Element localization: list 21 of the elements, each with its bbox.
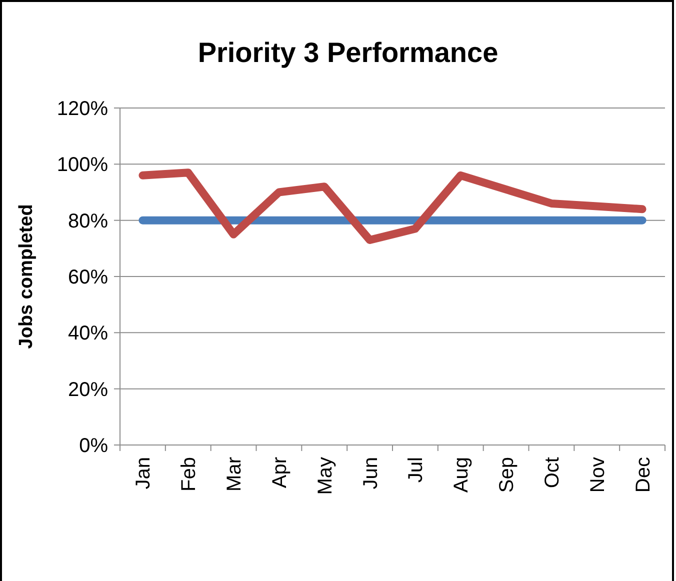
y-tick-label: 120%: [56, 98, 108, 120]
x-tick-label: Nov: [586, 457, 609, 493]
x-tick-label: Jul: [405, 457, 428, 483]
y-axis-title: Jobs completed: [16, 204, 37, 349]
x-tick-label: May: [314, 457, 336, 495]
y-tick-label: 0%: [79, 435, 108, 457]
y-tick-label: 40%: [68, 322, 108, 345]
x-tick-label: Jun: [360, 457, 382, 490]
y-tick-label: 60%: [68, 266, 108, 288]
x-tick-label: Mar: [224, 456, 246, 492]
y-tick-label: 20%: [68, 378, 108, 401]
x-tick-label: Aug: [450, 457, 473, 493]
x-tick-label: Sep: [496, 457, 518, 493]
x-tick-label: Dec: [632, 457, 654, 493]
y-tick-label: 100%: [56, 154, 108, 176]
x-tick-label: Jan: [132, 457, 155, 490]
chart-title: Priority 3 Performance: [198, 37, 498, 68]
y-tick-label: 80%: [68, 210, 108, 232]
x-tick-label: Feb: [178, 457, 200, 492]
x-tick-label: Oct: [541, 456, 564, 488]
x-tick-label: Apr: [268, 456, 291, 488]
